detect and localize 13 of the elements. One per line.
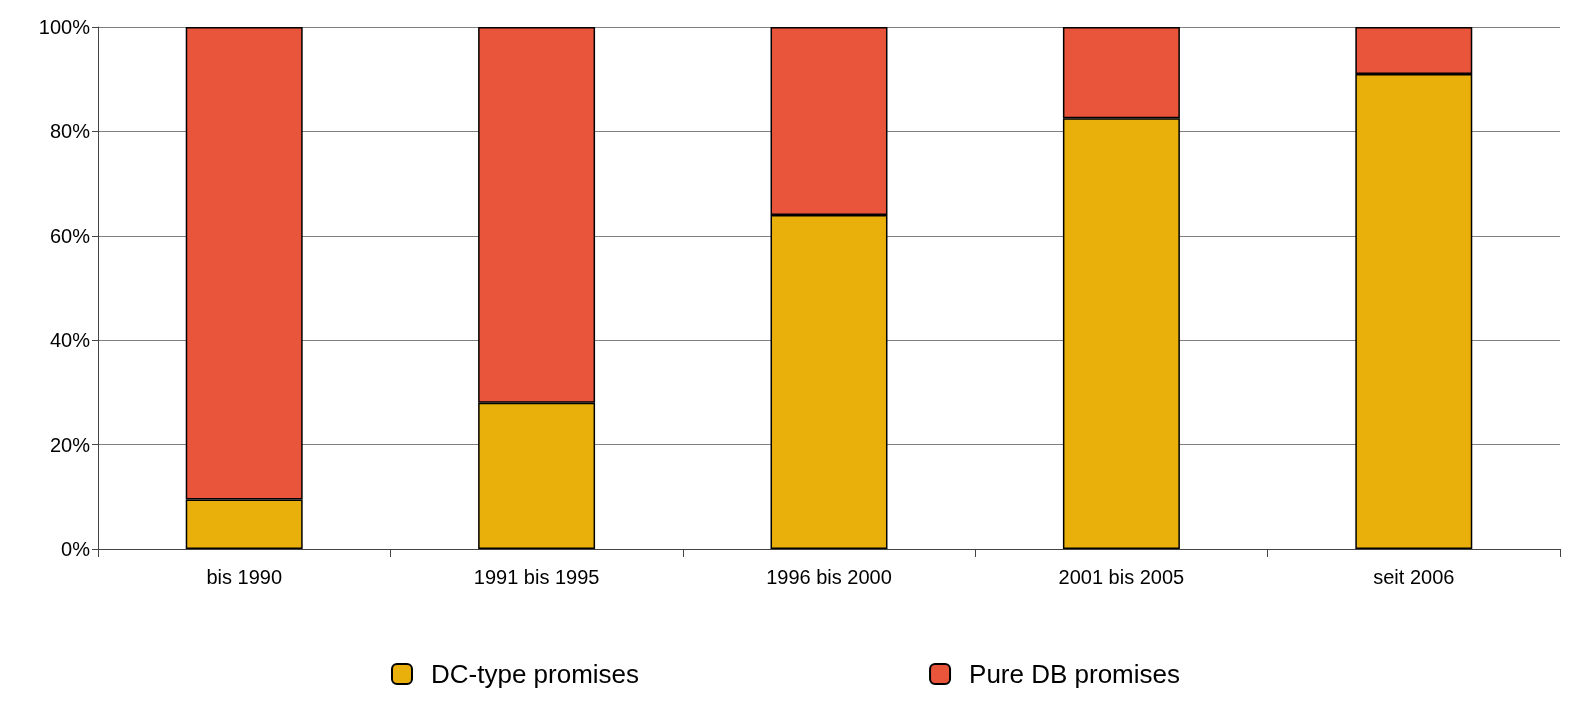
x-tick-label: seit 2006 [1373, 566, 1455, 588]
y-tick-label: 40% [49, 329, 91, 352]
y-tick-label: 100% [38, 16, 91, 38]
legend-label: Pure DB promises [969, 659, 1181, 689]
y-tick-label: 80% [49, 120, 91, 143]
legend-label: DC-type promises [431, 659, 640, 689]
x-tick-label: 2001 bis 2005 [1058, 566, 1185, 588]
x-tick-label: 1996 bis 2000 [766, 566, 892, 588]
y-tick-label: 0% [61, 538, 91, 560]
x-tick-label: 1991 bis 1995 [473, 566, 600, 588]
y-tick-label: 20% [49, 433, 91, 456]
y-tick-label: 60% [49, 224, 91, 247]
x-tick-label: bis 1990 [206, 566, 283, 588]
